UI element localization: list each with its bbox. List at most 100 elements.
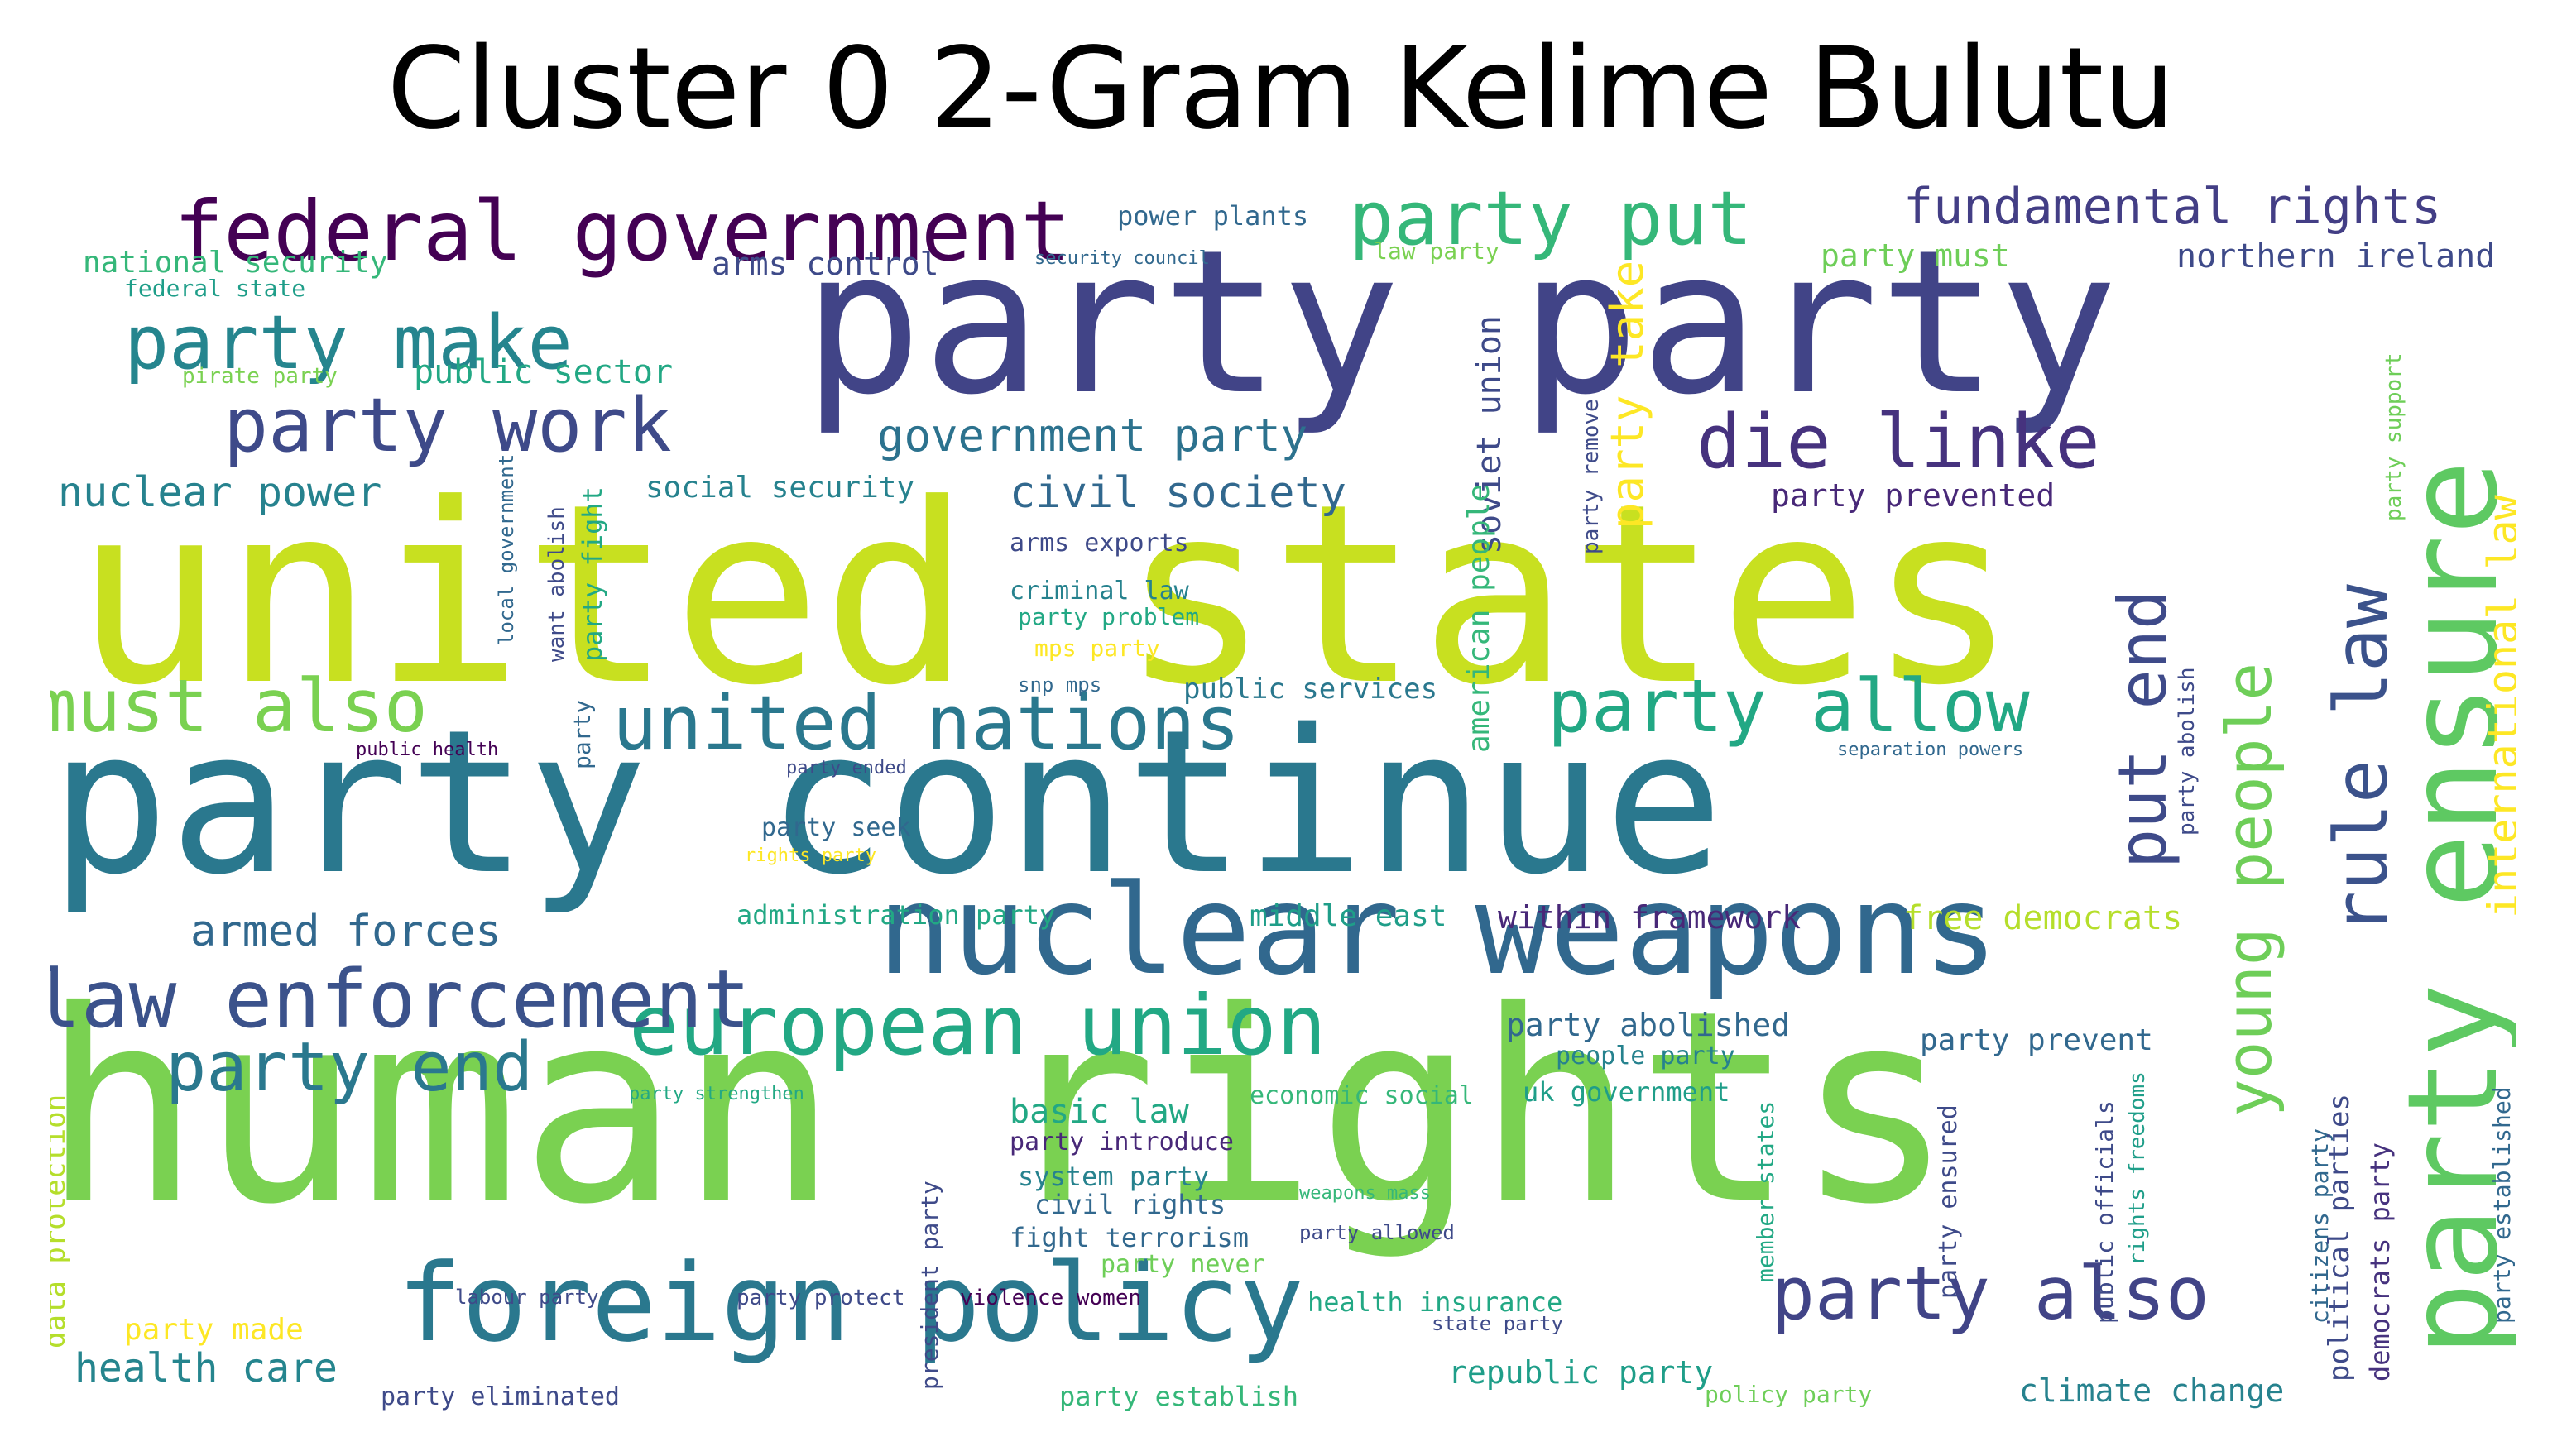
word-cloud-term: european union [629, 977, 1327, 1074]
word-cloud-term: young people [2212, 662, 2286, 1117]
word-cloud-term: local government [495, 453, 518, 645]
word-cloud-term: power plants [1117, 200, 1309, 232]
word-cloud-term: civil rights [1034, 1189, 1226, 1220]
word-cloud-term: party [569, 699, 596, 769]
word-cloud-term: democrats party [2364, 1142, 2396, 1382]
word-cloud-term: party must [1821, 237, 2010, 274]
word-cloud-term: party never [1101, 1250, 1265, 1279]
word-cloud-term: violence women [960, 1286, 1142, 1310]
word-cloud-term: law party [1374, 237, 1499, 265]
word-cloud-term: party end [166, 1028, 534, 1107]
word-cloud-term: party ended [786, 758, 907, 778]
word-cloud: united states human rights party continue p… [50, 174, 2516, 1415]
word-cloud-term: northern ireland [2176, 237, 2496, 275]
word-cloud-term: state party [1432, 1312, 1563, 1335]
word-cloud-term: party party [803, 207, 2118, 438]
word-cloud-term: pirate party [182, 364, 338, 389]
word-cloud-term: must also [50, 663, 428, 749]
word-cloud-term: party allowed [1299, 1221, 1455, 1244]
word-cloud-term: party work [223, 382, 672, 469]
word-cloud-term: economic social [1250, 1081, 1474, 1110]
word-cloud-term: public officials [2091, 1100, 2118, 1324]
word-cloud-term: arms control [712, 246, 939, 282]
word-cloud-term: party made [124, 1313, 304, 1347]
word-cloud-term: federal state [124, 275, 306, 302]
word-cloud-term: policy party [1705, 1381, 1873, 1408]
word-cloud-term: basic law [1010, 1093, 1189, 1131]
word-cloud-term: labour party [455, 1286, 599, 1309]
word-cloud-term: people party [1556, 1042, 1735, 1070]
word-cloud-term: foreign policy [397, 1240, 1304, 1366]
word-cloud-term: national security [83, 246, 388, 280]
word-cloud-term: middle east [1250, 899, 1447, 933]
word-cloud-term: president party [916, 1181, 943, 1390]
word-cloud-term: party eliminated [381, 1382, 620, 1411]
word-cloud-term: uk government [1523, 1076, 1730, 1108]
word-cloud-term: united states [74, 451, 2017, 740]
word-cloud-term: party support [2382, 352, 2406, 522]
word-cloud-term: administration party [736, 899, 1056, 931]
word-cloud-term: federal government [174, 183, 1071, 280]
word-cloud-term: public health [356, 740, 499, 760]
word-cloud-term: mps party [1034, 635, 1160, 662]
word-cloud-term: member states [1752, 1100, 1779, 1282]
word-cloud-term: united nations [612, 680, 1240, 767]
word-cloud-term: criminal law [1010, 577, 1189, 606]
word-cloud-term: party prevented [1771, 477, 2056, 514]
word-cloud-term: party strengthen [629, 1084, 804, 1104]
word-cloud-term: rights freedoms [2125, 1071, 2150, 1266]
word-cloud-term: fundamental rights [1903, 178, 2442, 236]
figure-title: Cluster 0 2-Gram Kelime Bulutu [386, 24, 2176, 155]
word-cloud-term: government party [877, 410, 1308, 462]
word-cloud-term: law enforcement [50, 953, 751, 1046]
word-cloud-term: international law [2479, 495, 2516, 918]
word-cloud-term: rights party [745, 845, 876, 866]
word-cloud-term: party make [124, 299, 573, 386]
word-cloud-term: republic party [1448, 1354, 1714, 1391]
word-cloud-term: party fight [577, 486, 608, 662]
word-cloud-term: put end [2104, 589, 2181, 869]
word-cloud-term: party problem [1018, 603, 1200, 630]
word-cloud-term: party ensured [1934, 1104, 1963, 1299]
word-cloud-term: party seek [761, 813, 911, 842]
word-cloud-term: nuclear power [58, 468, 382, 516]
word-cloud-term: health care [74, 1345, 338, 1391]
word-cloud-term: separation powers [1837, 740, 2024, 760]
word-cloud-term: party put [1349, 175, 1753, 262]
word-cloud-term: within framework [1498, 899, 1802, 936]
word-cloud-term: climate change [2019, 1372, 2285, 1409]
word-cloud-term: nuclear weapons [877, 859, 1998, 1003]
word-cloud-term: weapons mass [1299, 1183, 1431, 1204]
word-cloud-term: armed forces [190, 907, 501, 956]
word-cloud-term: die linke [1696, 399, 2100, 486]
word-cloud-term: fight terrorism [1010, 1222, 1249, 1253]
word-cloud-term: party also [1771, 1251, 2209, 1336]
word-cloud-term: party protect [736, 1286, 905, 1310]
word-cloud-term: social security [645, 471, 915, 505]
word-cloud-term: party established [2488, 1086, 2516, 1324]
word-cloud-term: security council [1034, 248, 1210, 269]
word-cloud-term: party take [1601, 260, 1653, 529]
word-cloud-term: human rights [50, 955, 1955, 1262]
word-cloud-term: party continue [50, 687, 1724, 918]
word-cloud-term: public sector [414, 353, 674, 391]
word-cloud-term: party abolish [2175, 667, 2200, 836]
word-cloud-term: party introduce [1010, 1128, 1234, 1157]
word-cloud-term: free democrats [1903, 899, 2183, 937]
word-cloud-term: party abolished [1506, 1007, 1791, 1043]
word-cloud-term: party establish [1059, 1381, 1298, 1412]
word-cloud-term: political parties [2323, 1094, 2356, 1382]
word-cloud-term: party allow [1547, 663, 2030, 749]
word-cloud-term: american people [1462, 483, 1496, 753]
word-cloud-term: data protection [50, 1094, 72, 1348]
word-cloud-term: party prevent [1920, 1023, 2153, 1057]
word-cloud-term: public services [1183, 673, 1438, 706]
word-cloud-term: civil society [1010, 468, 1346, 518]
word-cloud-term: want abolish [545, 506, 569, 662]
word-cloud-term: health insurance [1307, 1286, 1563, 1318]
word-cloud-term: rule law [2319, 584, 2404, 935]
word-cloud-term: party remove [1579, 399, 1604, 554]
word-cloud-term: system party [1018, 1161, 1210, 1192]
word-cloud-term: snp mps [1018, 673, 1102, 697]
